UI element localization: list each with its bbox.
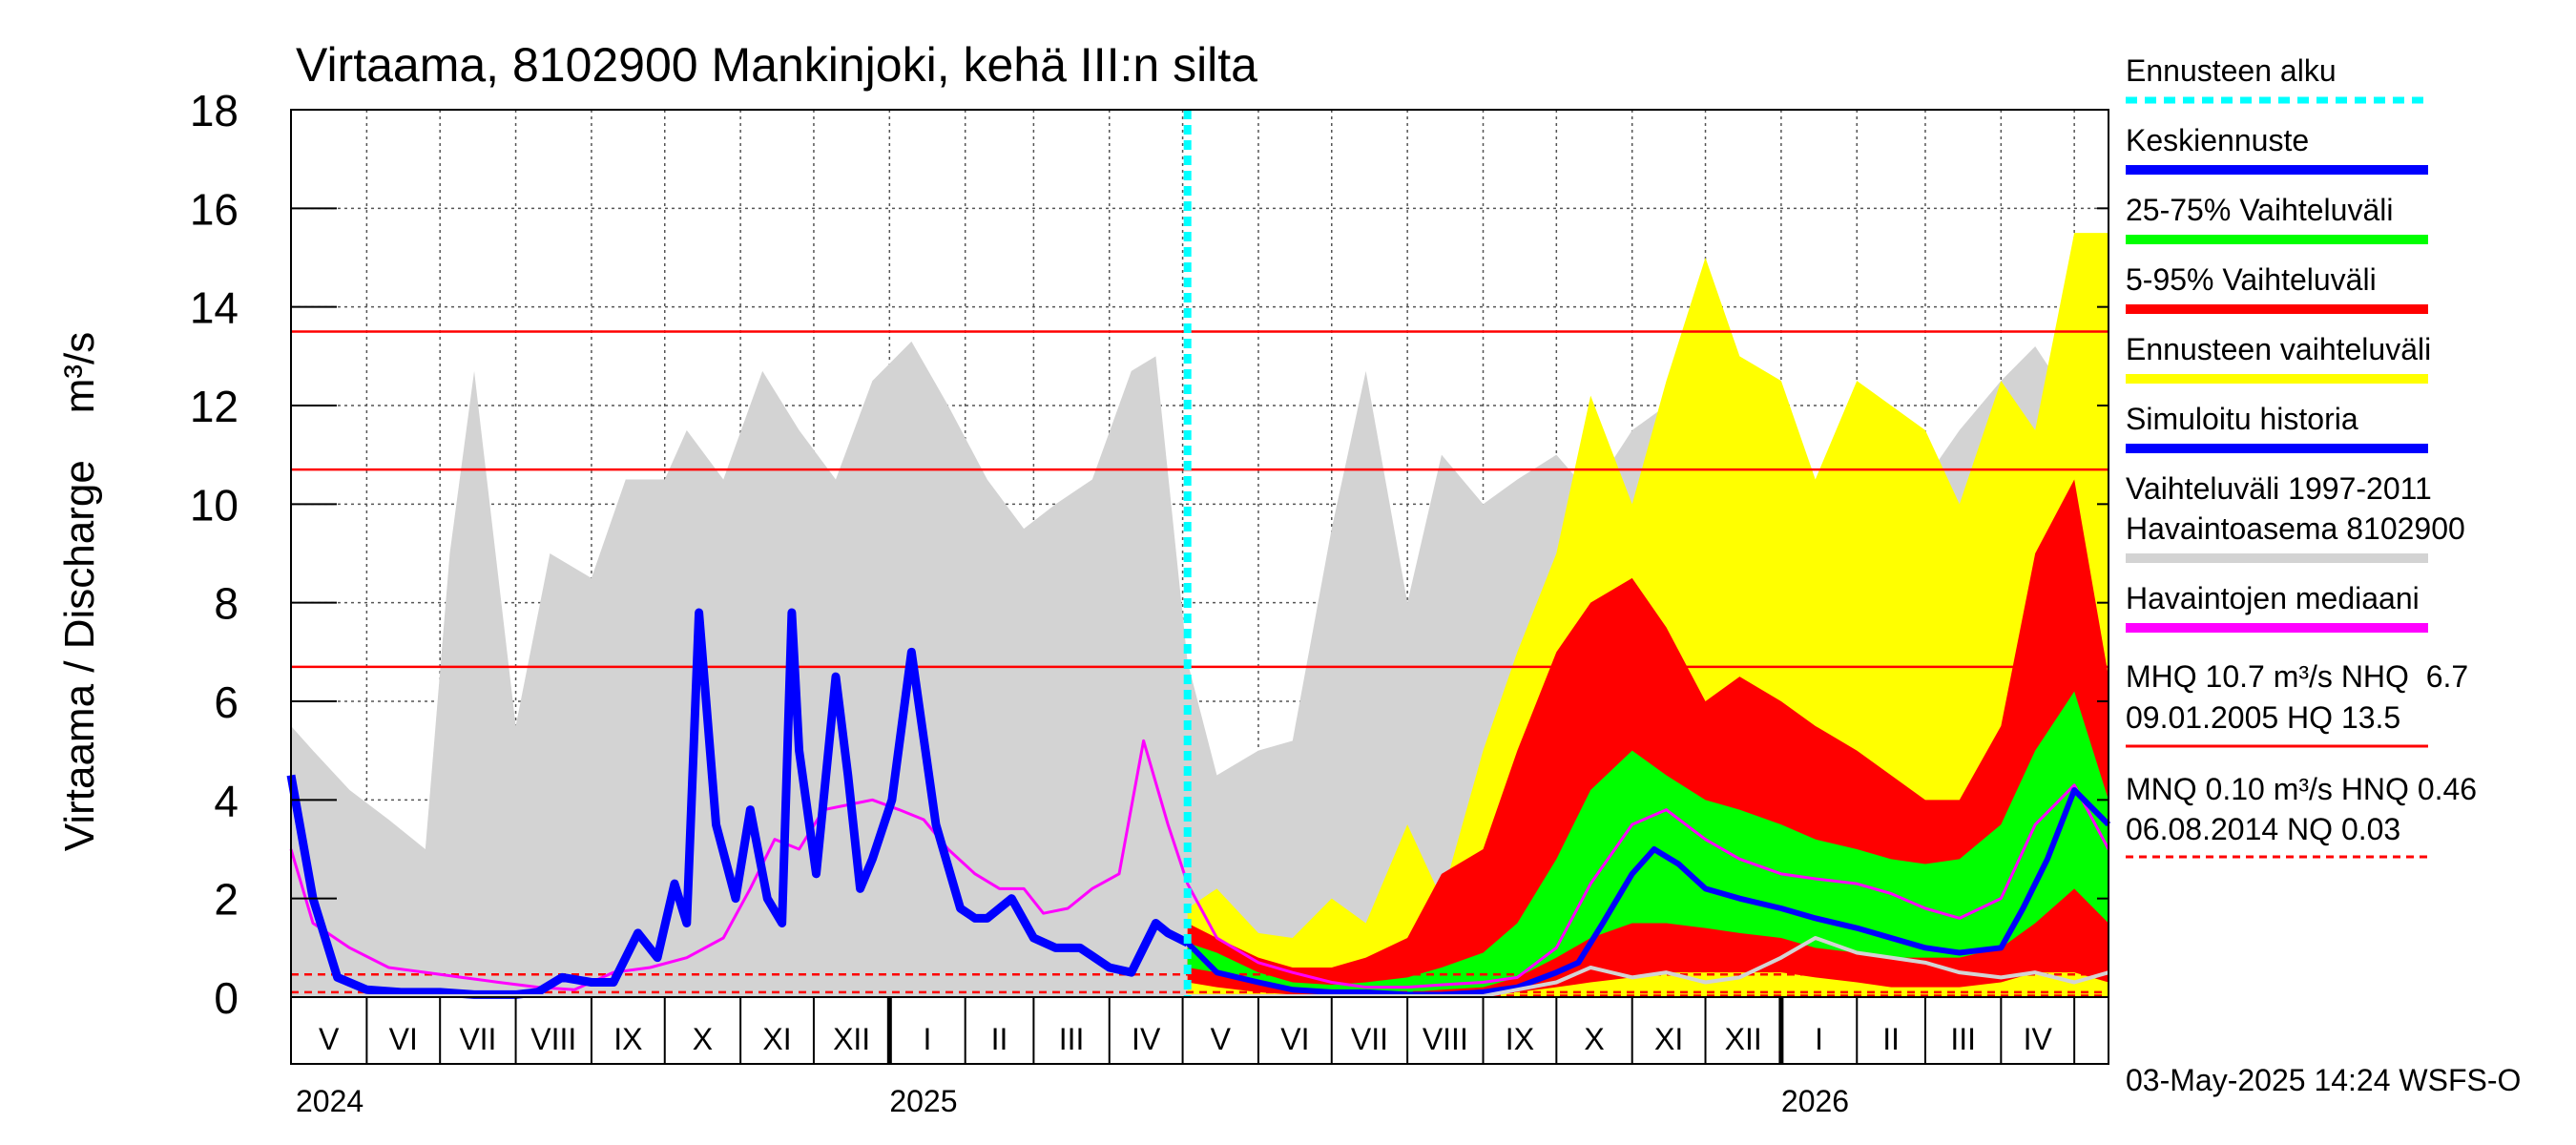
series-line-0000ff — [1185, 787, 2111, 998]
legend-label-2: Havaintoasema 8102900 — [2126, 511, 2465, 546]
stats-line-1: MHQ 10.7 m³/s NHQ 6.7 — [2126, 659, 2468, 694]
series-line-ff00ff — [289, 739, 2110, 991]
chart-title: Virtaama, 8102900 Mankinjoki, kehä III:n… — [296, 38, 1257, 92]
month-label: XII — [833, 1022, 870, 1056]
y-tick-label: 10 — [190, 480, 239, 530]
month-label: II — [991, 1022, 1008, 1056]
y-tick-label: 18 — [190, 86, 239, 135]
month-label: IX — [1506, 1022, 1534, 1056]
month-label: I — [924, 1022, 932, 1056]
month-strip — [290, 996, 2109, 1065]
legend: Ennusteen alku Keskiennuste 25-75% Vaihtel… — [2126, 53, 2465, 633]
month-label: V — [319, 1022, 340, 1056]
axes: V VI VII VIII IX X XI XII I II III IV V VI VII VIII IX X X… — [190, 86, 2109, 1118]
legend-label: Vaihteluväli 1997-2011 — [2126, 471, 2432, 506]
y-tick-label: 14 — [190, 283, 239, 333]
month-label: VIII — [530, 1022, 576, 1056]
series-line-d3d3d3 — [291, 936, 2109, 998]
stats-line-4: 06.08.2014 NQ 0.03 — [2126, 812, 2400, 846]
month-label: VII — [459, 1022, 496, 1056]
statistics: MHQ 10.7 m³/s NHQ 6.7 09.01.2005 HQ 13.5… — [2126, 659, 2477, 859]
footer-timestamp: 03-May-2025 14:24 WSFS-O — [2126, 1063, 2521, 1097]
y-tick-label: 2 — [214, 875, 239, 925]
month-label: X — [1584, 1022, 1604, 1056]
legend-label: 25-75% Vaihteluväli — [2126, 193, 2393, 227]
month-label: IX — [613, 1022, 642, 1056]
month-label: II — [1882, 1022, 1900, 1056]
month-label: VI — [389, 1022, 418, 1056]
y-tick-label: 12 — [190, 382, 239, 431]
y-tick-label: 6 — [214, 677, 239, 727]
band-00ff00 — [1187, 691, 2109, 992]
stats-line-3: MNQ 0.10 m³/s HNQ 0.46 — [2126, 772, 2477, 806]
y-tick-label: 4 — [214, 776, 239, 825]
legend-label: Ennusteen vaihteluväli — [2126, 332, 2431, 366]
month-label: I — [1815, 1022, 1823, 1056]
month-label: X — [693, 1022, 713, 1056]
month-label: IV — [2024, 1022, 2053, 1056]
stats-line-2: 09.01.2005 HQ 13.5 — [2126, 700, 2400, 735]
month-label: IV — [1132, 1022, 1161, 1056]
month-label: VIII — [1423, 1022, 1468, 1056]
month-label: III — [1950, 1022, 1976, 1056]
month-label: VI — [1280, 1022, 1309, 1056]
month-label: XII — [1725, 1022, 1762, 1056]
month-label: XI — [1654, 1022, 1683, 1056]
month-label: V — [1211, 1022, 1232, 1056]
y-tick-label: 0 — [214, 973, 239, 1023]
legend-label: Ennusteen alku — [2126, 53, 2337, 88]
year-label: 2024 — [296, 1084, 364, 1118]
year-label: 2026 — [1781, 1084, 1849, 1118]
series-lines — [286, 608, 2111, 999]
legend-label: Havaintojen mediaani — [2126, 581, 2420, 615]
month-label: III — [1059, 1022, 1085, 1056]
month-label: XI — [762, 1022, 791, 1056]
y-tick-label: 8 — [214, 579, 239, 629]
legend-label: Simuloitu historia — [2126, 402, 2358, 436]
legend-label: 5-95% Vaihteluväli — [2126, 262, 2377, 297]
y-axis-label: Virtaama / Discharge m³/s — [56, 332, 103, 851]
legend-label: Keskiennuste — [2126, 123, 2309, 157]
year-label: 2025 — [889, 1084, 957, 1118]
month-label: VII — [1351, 1022, 1388, 1056]
y-tick-label: 16 — [190, 184, 239, 234]
bands — [291, 233, 2109, 997]
